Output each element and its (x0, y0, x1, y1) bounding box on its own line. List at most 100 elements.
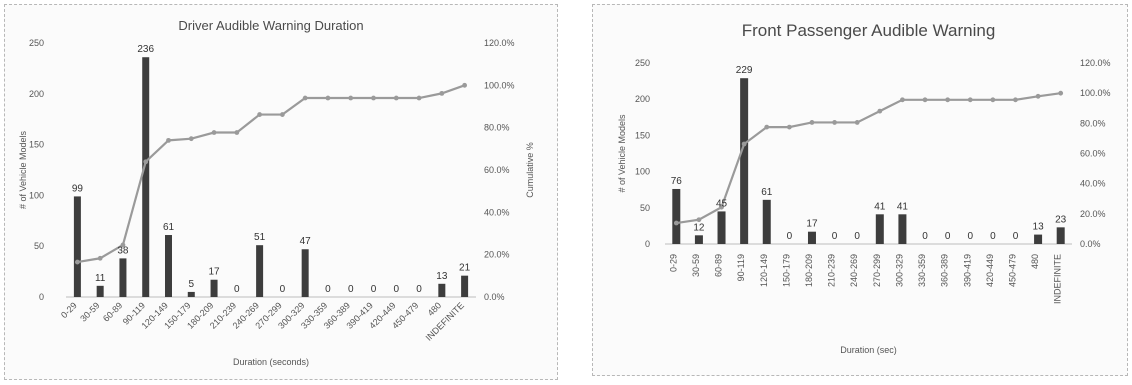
y2-tick-label: 20.0% (1080, 209, 1106, 219)
data-label: 0 (967, 231, 973, 242)
cumulative-point (967, 97, 973, 103)
driver-chart-panel (4, 4, 558, 380)
cumulative-point (74, 259, 80, 265)
cumulative-point (719, 204, 724, 210)
cumulative-point (832, 120, 837, 125)
data-label: 0 (922, 231, 928, 242)
data-label: 0 (348, 284, 354, 295)
data-label: 61 (163, 222, 175, 233)
data-label: 0 (371, 284, 377, 295)
data-label: 0 (280, 284, 286, 295)
bar (210, 279, 218, 297)
cumulative-point (97, 255, 103, 261)
data-label: 38 (117, 245, 129, 256)
x-tick-label: 240-269 (849, 254, 859, 287)
bar (875, 214, 884, 244)
cumulative-point (696, 217, 702, 223)
cumulative-point (809, 120, 815, 125)
cumulative-point (439, 90, 445, 96)
x-tick-label: 420-449 (985, 254, 995, 287)
bar (96, 285, 104, 297)
bar (694, 235, 703, 244)
cumulative-point (764, 124, 770, 130)
cumulative-point (279, 112, 285, 117)
data-label: 47 (300, 236, 312, 247)
x-tick-label: 30-59 (78, 300, 101, 323)
bar (898, 214, 907, 244)
chart-title: Driver Audible Warning Duration (178, 18, 363, 33)
data-label: 0 (1013, 231, 1019, 242)
data-label: 76 (671, 176, 683, 187)
passenger-chart-panel (592, 4, 1128, 376)
cumulative-point (325, 95, 331, 101)
bar (119, 258, 127, 297)
bar (1034, 234, 1043, 244)
bar (73, 196, 81, 297)
bar (301, 249, 309, 297)
y2-tick-label: 120.0% (484, 38, 515, 48)
y2-tick-label: 20.0% (484, 250, 510, 260)
cumulative-point (877, 108, 883, 114)
x-tick-label: 120-149 (759, 254, 769, 287)
bar (438, 283, 446, 297)
bar (142, 57, 150, 297)
y2-tick-label: 40.0% (484, 207, 510, 217)
bar (165, 235, 172, 297)
data-label: 0 (393, 284, 399, 295)
x-tick-label: 90-119 (736, 254, 746, 281)
data-label: 51 (254, 232, 266, 243)
cumulative-point (673, 220, 679, 226)
y2-tick-label: 40.0% (1080, 179, 1106, 189)
y-tick-label: 150 (29, 140, 44, 150)
y-tick-label: 50 (640, 203, 650, 213)
bar (1056, 227, 1065, 244)
data-label: 11 (95, 273, 106, 284)
data-label: 0 (416, 284, 422, 295)
bar (740, 78, 749, 244)
y-axis-label: # of Vehicle Models (18, 130, 28, 209)
data-label: 236 (137, 44, 154, 55)
x-tick-label: 480 (1030, 254, 1040, 269)
data-label: 41 (874, 201, 886, 212)
data-label: 17 (806, 219, 818, 230)
cumulative-line (676, 92, 1061, 225)
data-label: 0 (234, 284, 240, 295)
x-tick-label: 60-89 (714, 254, 724, 277)
y-tick-label: 100 (29, 190, 44, 200)
data-label: 5 (188, 279, 194, 290)
x-tick-label: INDEFINITE (1053, 254, 1063, 304)
data-label: 12 (693, 222, 705, 233)
data-label: 0 (945, 231, 951, 242)
y-axis-label: # of Vehicle Models (617, 114, 627, 193)
bar (762, 199, 771, 244)
y-tick-label: 150 (635, 130, 650, 140)
data-label: 0 (787, 231, 793, 242)
cumulative-point (393, 95, 399, 101)
x-axis-label: Duration (sec) (840, 345, 897, 355)
data-label: 23 (1055, 214, 1067, 225)
y2-tick-label: 0.0% (1080, 239, 1101, 249)
x-tick-label: 150-179 (781, 254, 791, 287)
cumulative-line (77, 84, 465, 264)
x-tick-label: 300-329 (894, 254, 904, 287)
y-tick-label: 50 (34, 241, 44, 251)
data-label: 0 (854, 231, 860, 242)
bar (461, 275, 469, 297)
x-tick-label: 210-239 (827, 254, 837, 287)
data-label: 13 (436, 271, 448, 282)
chart-title: Front Passenger Audible Warning (742, 21, 996, 40)
y-tick-label: 0 (39, 292, 44, 302)
y-tick-label: 200 (635, 94, 650, 104)
x-tick-label: 180-209 (804, 254, 814, 287)
bar (187, 291, 195, 297)
bar (672, 188, 681, 244)
cumulative-point (945, 97, 951, 103)
data-label: 45 (716, 198, 728, 209)
y-tick-label: 250 (29, 38, 44, 48)
cumulative-point (257, 112, 263, 117)
data-label: 17 (208, 267, 220, 278)
cumulative-point (1035, 93, 1041, 99)
x-tick-label: 360-389 (940, 254, 950, 287)
cumulative-point (1058, 90, 1064, 96)
cumulative-point (348, 95, 354, 101)
